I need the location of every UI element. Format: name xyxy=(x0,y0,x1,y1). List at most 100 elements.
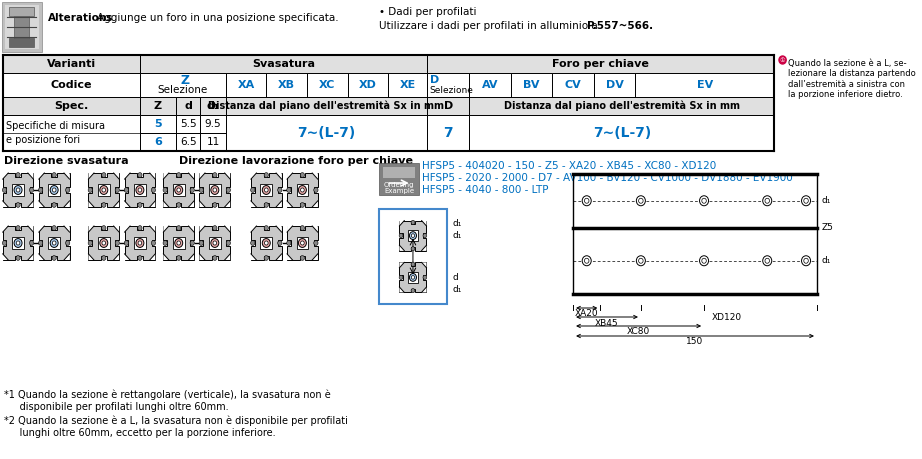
Polygon shape xyxy=(3,73,140,97)
Polygon shape xyxy=(225,226,230,232)
Polygon shape xyxy=(225,173,230,179)
Polygon shape xyxy=(48,184,60,196)
Circle shape xyxy=(177,256,181,260)
Circle shape xyxy=(582,256,591,266)
Polygon shape xyxy=(399,245,404,251)
Circle shape xyxy=(137,173,142,178)
Polygon shape xyxy=(469,115,774,151)
Circle shape xyxy=(30,188,34,192)
Circle shape xyxy=(65,241,70,246)
Circle shape xyxy=(136,239,144,247)
Text: XA20: XA20 xyxy=(575,309,598,319)
Circle shape xyxy=(213,188,217,192)
Circle shape xyxy=(177,202,181,207)
Circle shape xyxy=(14,239,22,247)
Polygon shape xyxy=(9,7,34,16)
Polygon shape xyxy=(124,226,130,232)
Circle shape xyxy=(423,275,427,280)
Text: ①: ① xyxy=(780,57,786,62)
Circle shape xyxy=(251,241,254,246)
Polygon shape xyxy=(89,173,94,179)
Text: d₁: d₁ xyxy=(207,101,219,111)
Circle shape xyxy=(101,256,106,260)
Polygon shape xyxy=(3,115,140,151)
Circle shape xyxy=(226,241,230,246)
Circle shape xyxy=(151,188,156,192)
Circle shape xyxy=(779,56,786,64)
Text: *1 Quando la sezione è rettangolare (verticale), la svasatura non è
     disponi: *1 Quando la sezione è rettangolare (ver… xyxy=(4,390,330,412)
Circle shape xyxy=(53,241,56,245)
Polygon shape xyxy=(408,230,418,241)
Polygon shape xyxy=(399,221,427,251)
Circle shape xyxy=(700,196,709,206)
Polygon shape xyxy=(64,254,69,260)
Text: Z5: Z5 xyxy=(822,223,833,232)
Text: 5.5: 5.5 xyxy=(180,119,196,129)
Polygon shape xyxy=(163,173,169,179)
Polygon shape xyxy=(200,97,226,115)
Polygon shape xyxy=(251,226,281,260)
Polygon shape xyxy=(149,201,155,207)
Text: Utilizzare i dadi per profilati in alluminio a: Utilizzare i dadi per profilati in allum… xyxy=(379,21,601,31)
Circle shape xyxy=(226,188,230,192)
Text: Ordering
Example: Ordering Example xyxy=(384,181,414,195)
Circle shape xyxy=(39,188,42,192)
Polygon shape xyxy=(39,254,44,260)
Polygon shape xyxy=(313,201,318,207)
Circle shape xyxy=(101,173,106,178)
Circle shape xyxy=(3,188,6,192)
Text: P.557~566.: P.557~566. xyxy=(586,21,653,31)
Text: d: d xyxy=(417,252,422,261)
Circle shape xyxy=(301,173,304,178)
Circle shape xyxy=(411,275,415,279)
Polygon shape xyxy=(276,226,281,232)
Polygon shape xyxy=(287,226,292,232)
Circle shape xyxy=(213,202,217,207)
Text: Selezione: Selezione xyxy=(430,86,474,95)
Polygon shape xyxy=(421,221,427,226)
Circle shape xyxy=(409,232,417,240)
Circle shape xyxy=(636,196,645,206)
Circle shape xyxy=(213,226,217,230)
Polygon shape xyxy=(149,254,155,260)
Circle shape xyxy=(100,185,108,195)
Circle shape xyxy=(115,241,120,246)
Circle shape xyxy=(101,226,106,230)
Polygon shape xyxy=(89,226,94,232)
Circle shape xyxy=(409,274,417,281)
Circle shape xyxy=(151,241,156,246)
Polygon shape xyxy=(408,272,418,283)
Polygon shape xyxy=(39,173,69,207)
Polygon shape xyxy=(140,133,176,151)
Polygon shape xyxy=(313,173,318,179)
Polygon shape xyxy=(226,115,427,151)
Circle shape xyxy=(262,185,270,195)
Polygon shape xyxy=(149,226,155,232)
Polygon shape xyxy=(251,226,256,232)
Circle shape xyxy=(213,173,217,178)
Circle shape xyxy=(199,188,204,192)
Polygon shape xyxy=(149,173,155,179)
Polygon shape xyxy=(287,226,318,260)
Polygon shape xyxy=(64,226,69,232)
Text: Spec.: Spec. xyxy=(54,101,89,111)
Polygon shape xyxy=(113,226,119,232)
Circle shape xyxy=(50,239,58,247)
Circle shape xyxy=(765,258,770,263)
Circle shape xyxy=(124,241,128,246)
Text: 7: 7 xyxy=(443,126,453,140)
Circle shape xyxy=(211,185,219,195)
Circle shape xyxy=(287,188,291,192)
Text: Codice: Codice xyxy=(51,80,92,90)
Polygon shape xyxy=(3,226,33,260)
Circle shape xyxy=(16,202,20,207)
Polygon shape xyxy=(226,97,427,115)
Text: XD120: XD120 xyxy=(712,313,741,323)
Polygon shape xyxy=(98,236,110,249)
Circle shape xyxy=(411,220,415,224)
Circle shape xyxy=(301,202,304,207)
Circle shape xyxy=(265,241,268,245)
Polygon shape xyxy=(9,38,34,47)
Text: CV: CV xyxy=(565,80,582,90)
Circle shape xyxy=(39,241,42,246)
